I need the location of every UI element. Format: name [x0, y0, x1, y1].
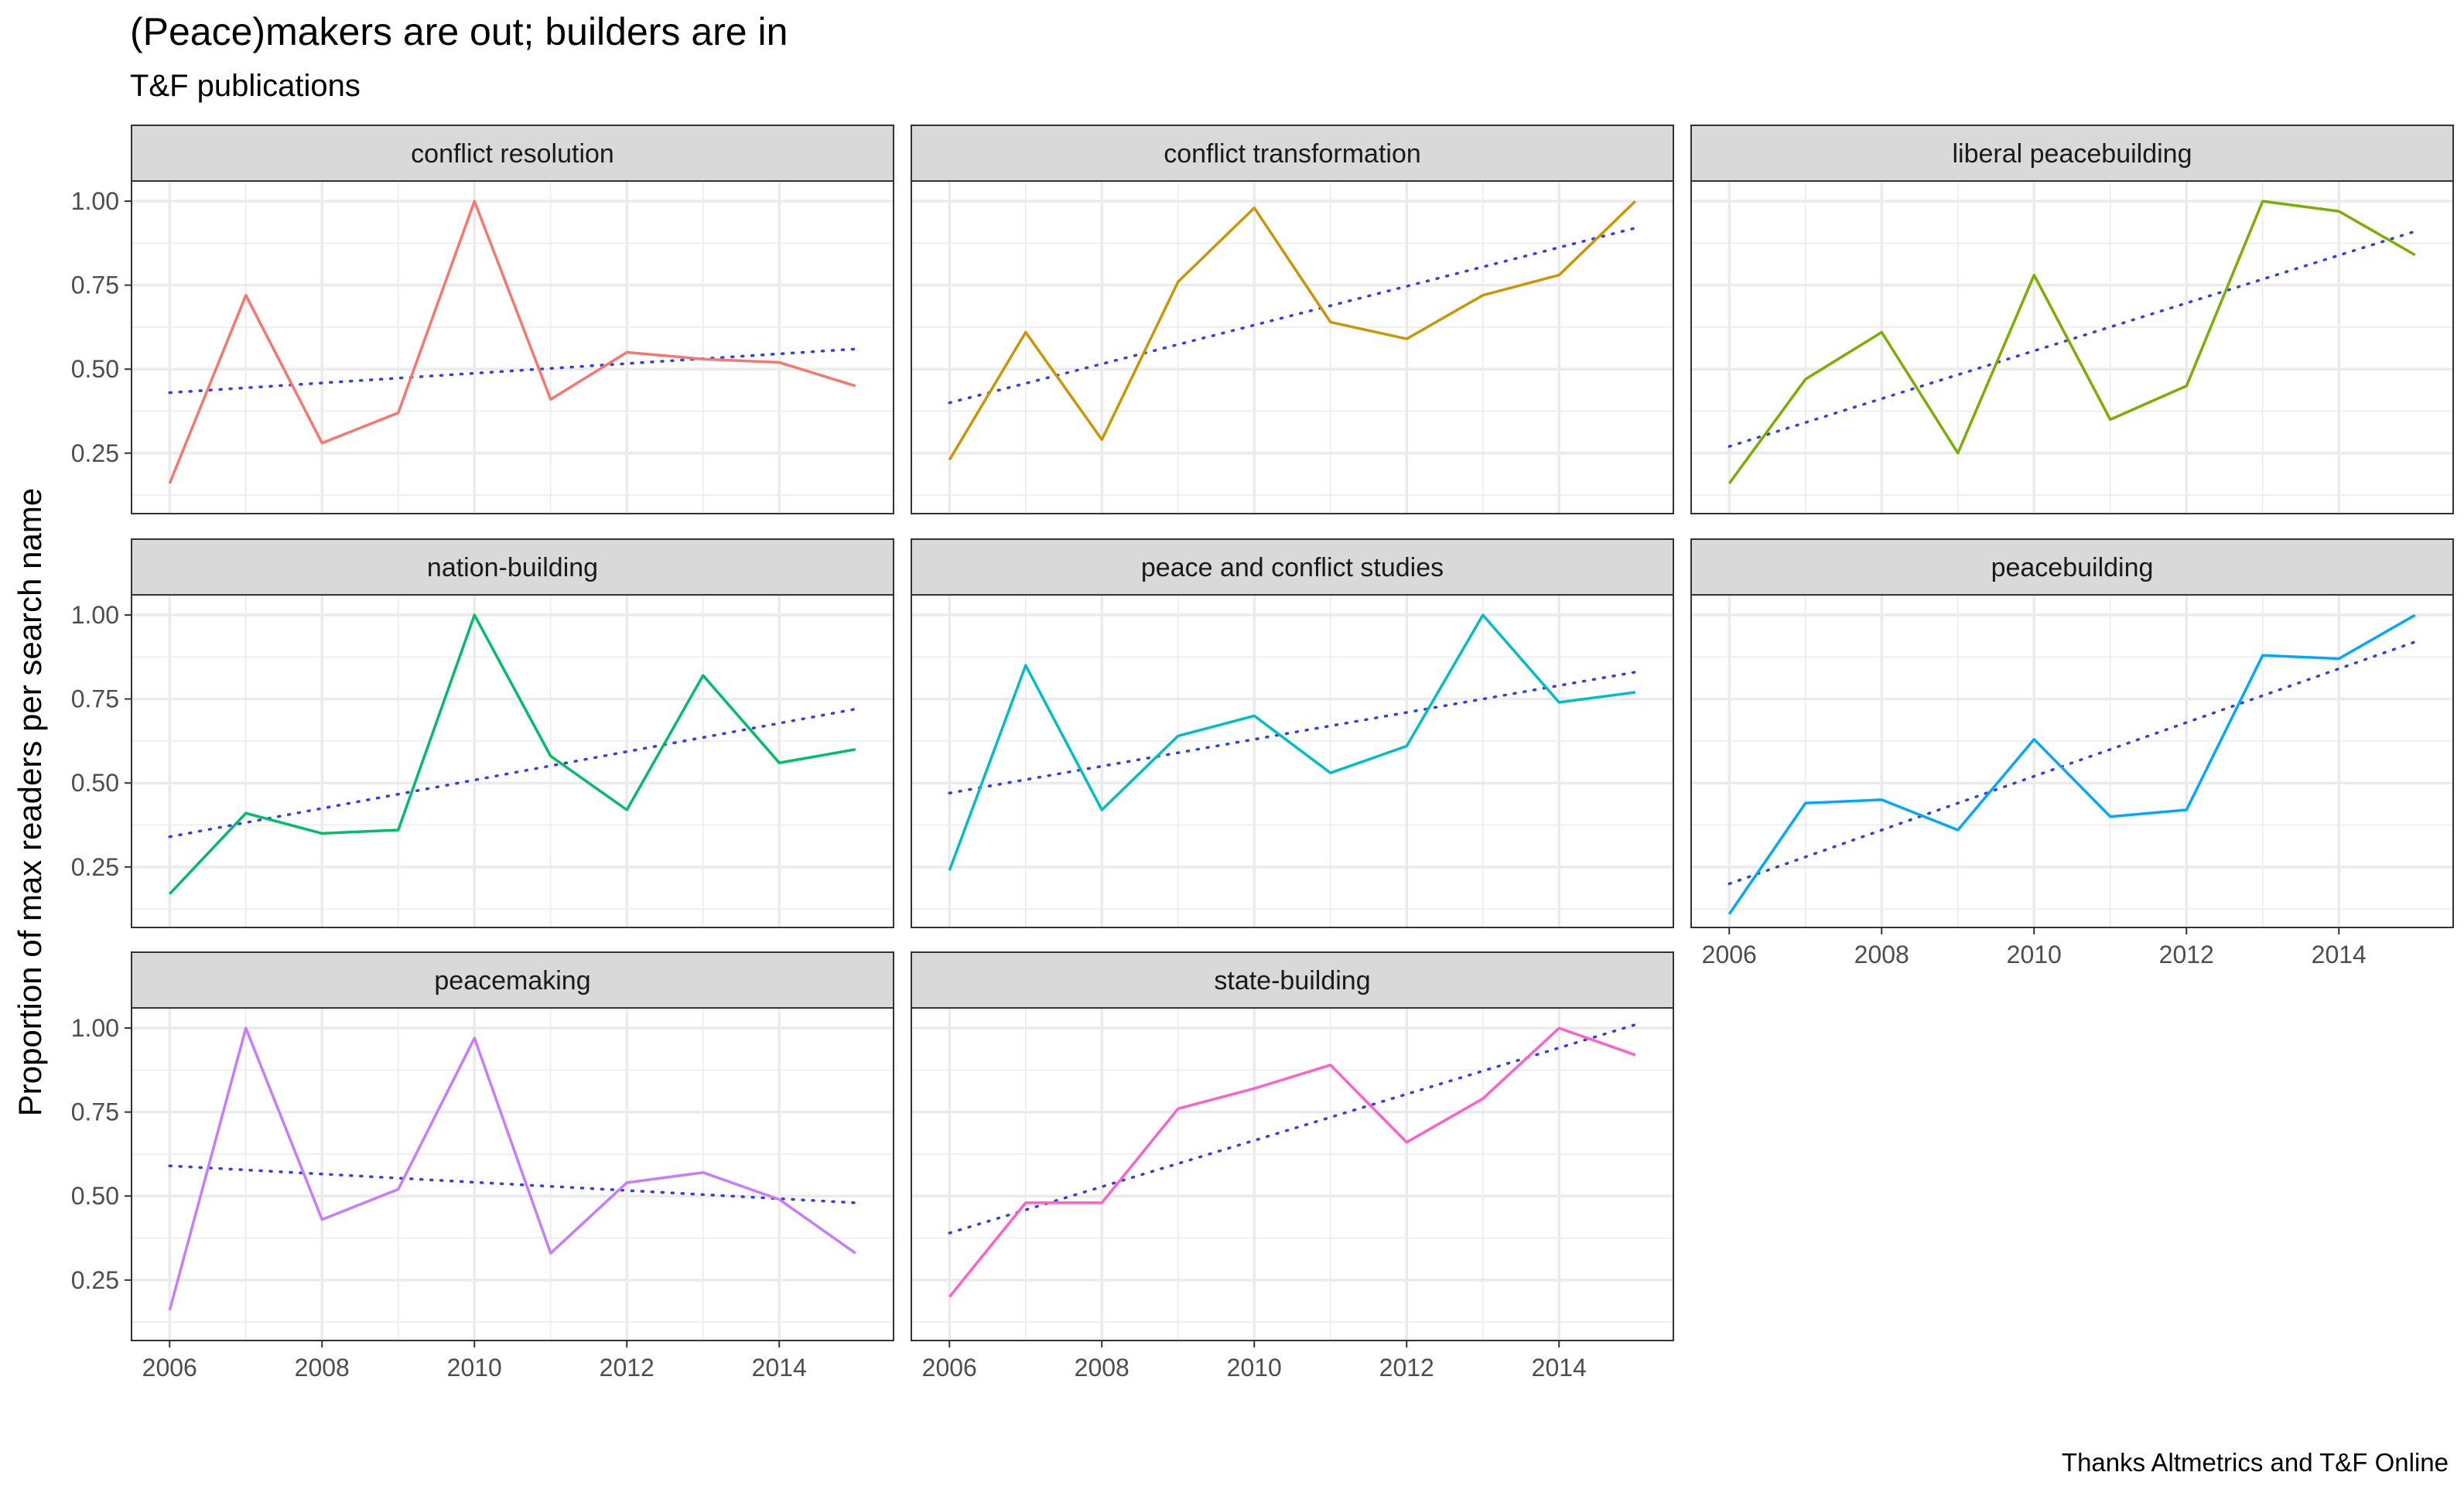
facet-strip-label: state-building — [1214, 966, 1370, 996]
facet-strip — [911, 951, 1674, 1009]
facet-panel: peacemaking 0.25 0.50 0.75 1.00 2006 2008 2010 2… — [71, 951, 894, 1382]
panel-border — [131, 594, 894, 928]
trend-line — [948, 1023, 1637, 1235]
series-line — [168, 1026, 856, 1311]
y-tick-label: 0.50 — [71, 769, 119, 797]
x-tick-label: 2006 — [922, 1354, 977, 1382]
x-tick-label: 2014 — [752, 1354, 807, 1382]
y-tick-label: 0.75 — [71, 685, 119, 713]
y-tick-label: 0.75 — [71, 272, 119, 299]
series-line — [168, 200, 856, 484]
facet-panel: nation-building 0.25 0.50 0.75 1.00 — [71, 538, 894, 928]
panel-border — [131, 1007, 894, 1341]
panel-border — [1690, 180, 2454, 514]
y-axis-label: Proportion of max readers per search nam… — [12, 488, 48, 1116]
facet-strip-label: peace and conflict studies — [1141, 553, 1444, 582]
x-tick-label: 2008 — [295, 1354, 350, 1382]
facet-strip-label: peacemaking — [434, 966, 590, 996]
x-tick-label: 2006 — [1702, 941, 1757, 968]
facet-strip — [131, 951, 894, 1009]
facet-panel: peace and conflict studies — [911, 538, 1674, 928]
x-tick-label: 2006 — [142, 1354, 197, 1382]
x-tick-label: 2010 — [1227, 1354, 1282, 1382]
x-tick-label: 2014 — [1532, 1354, 1587, 1382]
x-tick-label: 2010 — [447, 1354, 502, 1382]
facet-panel: peacebuilding 2006 2008 2010 2012 2014 — [1690, 538, 2454, 968]
trend-line — [948, 227, 1637, 405]
plot-background — [132, 181, 894, 514]
trend-line — [1728, 640, 2417, 886]
trend-line — [168, 1164, 857, 1204]
series-line — [1728, 200, 2416, 484]
chart-subtitle: T&F publications — [130, 69, 361, 103]
series-line — [1728, 613, 2416, 915]
x-tick-label: 2012 — [1379, 1354, 1434, 1382]
series-line — [948, 1026, 1636, 1298]
x-tick-label: 2008 — [1854, 941, 1909, 968]
series-line — [948, 200, 1637, 461]
facet-strip-label: liberal peacebuilding — [1952, 139, 2192, 169]
y-tick-label: 1.00 — [71, 187, 119, 215]
x-tick-label: 2012 — [600, 1354, 654, 1382]
facet-panel: conflict resolution 0.25 0.50 0.75 1.00 — [71, 125, 894, 514]
facet-strip — [1690, 538, 2454, 596]
facet-strip — [911, 125, 1674, 182]
plot-background — [1691, 595, 2453, 927]
x-tick-label: 2012 — [2159, 941, 2214, 968]
facet-strip-label: peacebuilding — [1991, 553, 2154, 582]
facet-panel: state-building 2006 2008 2010 2012 2014 — [911, 951, 1674, 1382]
trend-line — [168, 347, 857, 394]
chart-title: (Peace)makers are out; builders are in — [130, 10, 788, 53]
panel-border — [131, 180, 894, 514]
x-tick-label: 2008 — [1075, 1354, 1129, 1382]
y-tick-label: 0.25 — [71, 853, 119, 881]
y-tick-label: 1.00 — [71, 601, 119, 629]
y-tick-label: 0.50 — [71, 1182, 119, 1210]
facet-panel: conflict transformation — [911, 125, 1674, 514]
facet-strip — [911, 538, 1674, 596]
plot-background — [911, 595, 1673, 927]
plot-background — [132, 595, 894, 927]
facet-strip — [131, 125, 894, 182]
series-line — [169, 613, 856, 895]
facet-strip-label: conflict transformation — [1164, 139, 1421, 169]
facet-panel: liberal peacebuilding — [1690, 125, 2454, 514]
y-tick-label: 0.25 — [71, 1266, 119, 1294]
plot-background — [911, 181, 1673, 514]
panel-border — [1690, 594, 2454, 928]
plot-background — [911, 1008, 1673, 1341]
facet-strip — [1690, 125, 2454, 182]
x-tick-label: 2014 — [2312, 941, 2367, 968]
y-tick-label: 1.00 — [71, 1014, 119, 1042]
facet-strip-label: conflict resolution — [411, 139, 614, 169]
facet-strip — [131, 538, 894, 596]
y-tick-label: 0.75 — [71, 1098, 119, 1126]
y-tick-label: 0.25 — [71, 439, 119, 467]
facet-strip-label: nation-building — [427, 553, 598, 582]
y-tick-label: 0.50 — [71, 355, 119, 383]
series-line — [948, 613, 1636, 871]
panel-border — [911, 1007, 1674, 1341]
chart-caption: Thanks Altmetrics and T&F Online — [2062, 1448, 2449, 1477]
panel-border — [911, 180, 1674, 514]
trend-line — [1728, 230, 2417, 448]
facet-panels: conflict resolution0.250.500.751.00confl… — [71, 125, 2454, 1382]
x-tick-label: 2010 — [2007, 941, 2062, 968]
panel-border — [911, 594, 1674, 928]
